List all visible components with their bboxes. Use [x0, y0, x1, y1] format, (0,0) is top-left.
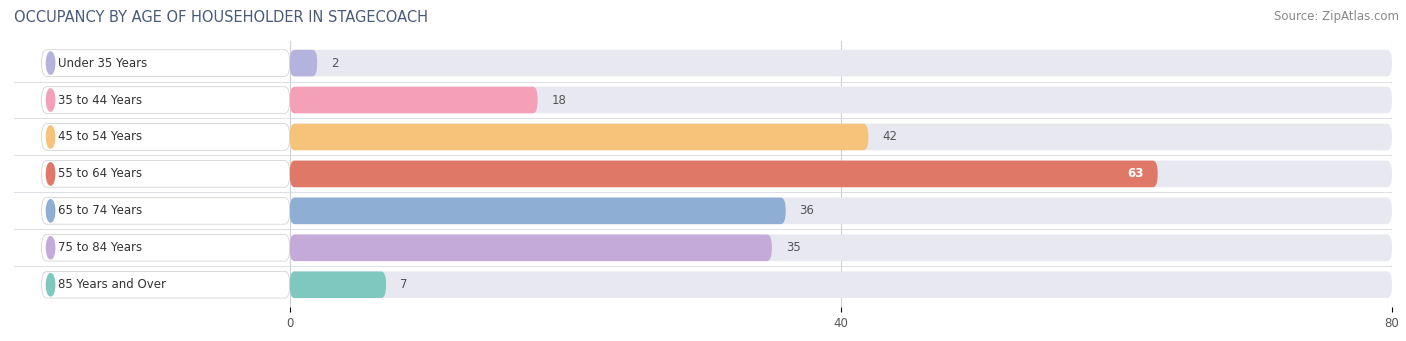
Circle shape [46, 52, 55, 74]
FancyBboxPatch shape [42, 197, 290, 224]
Text: 75 to 84 Years: 75 to 84 Years [58, 241, 142, 254]
Text: Source: ZipAtlas.com: Source: ZipAtlas.com [1274, 10, 1399, 23]
Circle shape [46, 89, 55, 111]
FancyBboxPatch shape [42, 50, 290, 76]
Circle shape [46, 273, 55, 296]
Text: 42: 42 [882, 131, 897, 144]
FancyBboxPatch shape [42, 87, 290, 113]
FancyBboxPatch shape [290, 124, 1392, 150]
Text: 7: 7 [399, 278, 408, 291]
Text: OCCUPANCY BY AGE OF HOUSEHOLDER IN STAGECOACH: OCCUPANCY BY AGE OF HOUSEHOLDER IN STAGE… [14, 10, 427, 25]
Circle shape [46, 237, 55, 259]
FancyBboxPatch shape [290, 50, 1392, 76]
Text: 2: 2 [330, 57, 339, 70]
Text: 45 to 54 Years: 45 to 54 Years [58, 131, 142, 144]
FancyBboxPatch shape [290, 161, 1157, 187]
FancyBboxPatch shape [42, 271, 290, 298]
FancyBboxPatch shape [290, 235, 1392, 261]
Text: 18: 18 [551, 93, 567, 106]
FancyBboxPatch shape [290, 197, 1392, 224]
Text: 35: 35 [786, 241, 800, 254]
FancyBboxPatch shape [42, 161, 290, 187]
FancyBboxPatch shape [290, 87, 1392, 113]
Text: 55 to 64 Years: 55 to 64 Years [58, 167, 142, 180]
FancyBboxPatch shape [42, 124, 290, 150]
Text: 85 Years and Over: 85 Years and Over [58, 278, 166, 291]
Circle shape [46, 126, 55, 148]
FancyBboxPatch shape [290, 235, 772, 261]
Text: 36: 36 [800, 204, 814, 217]
FancyBboxPatch shape [290, 161, 1392, 187]
Circle shape [46, 200, 55, 222]
FancyBboxPatch shape [42, 235, 290, 261]
FancyBboxPatch shape [290, 87, 537, 113]
FancyBboxPatch shape [290, 197, 786, 224]
FancyBboxPatch shape [290, 271, 1392, 298]
Text: Under 35 Years: Under 35 Years [58, 57, 148, 70]
Text: 35 to 44 Years: 35 to 44 Years [58, 93, 142, 106]
FancyBboxPatch shape [290, 50, 318, 76]
Text: 65 to 74 Years: 65 to 74 Years [58, 204, 142, 217]
Circle shape [46, 163, 55, 185]
FancyBboxPatch shape [290, 271, 387, 298]
Text: 63: 63 [1128, 167, 1144, 180]
FancyBboxPatch shape [290, 124, 869, 150]
